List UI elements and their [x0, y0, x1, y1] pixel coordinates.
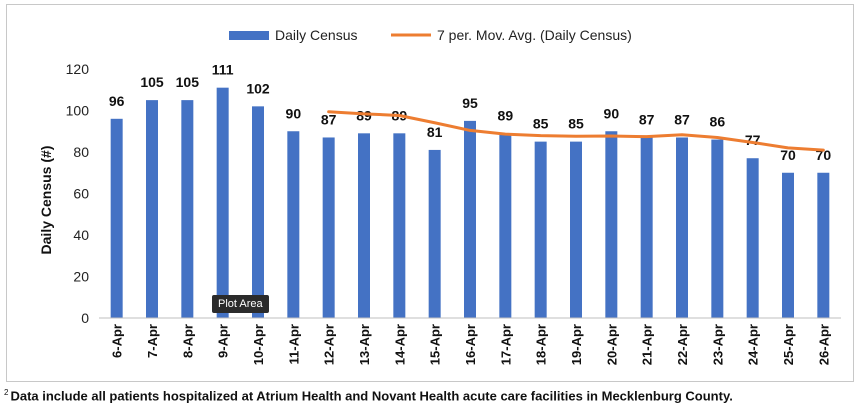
bar-16-Apr[interactable]: [464, 120, 476, 318]
bar-19-Apr[interactable]: [570, 141, 582, 318]
footnote-marker: 2: [4, 388, 9, 397]
moving-average-line[interactable]: [327, 110, 825, 152]
bar-14-Apr[interactable]: [393, 133, 406, 318]
data-label-23-Apr: 86: [710, 114, 726, 130]
x-tick-label-12-Apr: 12-Apr: [322, 324, 337, 365]
bar-20-Apr[interactable]: [605, 131, 618, 318]
data-label-25-Apr: 70: [780, 147, 796, 163]
x-tick-label-8-Apr: 8-Apr: [180, 324, 195, 358]
bar-6-Apr[interactable]: [110, 118, 123, 318]
chart-area[interactable]: Daily Census 7 per. Mov. Avg. (Daily Cen…: [6, 4, 854, 382]
y-tick-label: 20: [73, 269, 89, 285]
data-label-20-Apr: 90: [604, 105, 620, 121]
x-axis: 6-Apr 7-Apr 8-Apr 9-Apr 10-Apr 11-Apr 12-Apr 13…: [110, 324, 832, 365]
bar-10-Apr[interactable]: [252, 106, 264, 318]
data-label-10-Apr: 102: [246, 80, 270, 96]
x-tick-label-10-Apr: 10-Apr: [251, 324, 266, 365]
line-series-moving-average: [327, 110, 825, 152]
bar-13-Apr[interactable]: [358, 133, 370, 318]
x-tick-label-9-Apr: 9-Apr: [216, 324, 231, 358]
plot-area-tooltip: Plot Area: [212, 295, 269, 313]
bar-23-Apr[interactable]: [711, 139, 724, 318]
data-label-15-Apr: 81: [427, 124, 443, 140]
bar-22-Apr[interactable]: [676, 137, 688, 318]
data-label-17-Apr: 89: [498, 107, 514, 123]
footnote: 2 Data include all patients hospitalized …: [4, 388, 733, 403]
data-label-9-Apr: 111: [212, 62, 234, 78]
x-tick-label-25-Apr: 25-Apr: [781, 324, 796, 365]
legend-label-daily-census: Daily Census: [275, 27, 357, 43]
x-tick-label-14-Apr: 14-Apr: [392, 324, 407, 365]
bar-7-Apr[interactable]: [146, 100, 158, 318]
bar-26-Apr[interactable]: [817, 172, 830, 318]
data-label-6-Apr: 96: [109, 93, 125, 109]
x-tick-label-18-Apr: 18-Apr: [534, 324, 549, 365]
footnote-text: Data include all patients hospitalized a…: [10, 388, 733, 404]
x-tick-label-7-Apr: 7-Apr: [145, 324, 160, 358]
bar-11-Apr[interactable]: [287, 131, 300, 318]
x-tick-label-16-Apr: 16-Apr: [463, 324, 478, 365]
data-label-11-Apr: 90: [286, 105, 302, 121]
bar-9-Apr[interactable]: [216, 87, 229, 318]
y-tick-label: 40: [73, 227, 89, 243]
x-tick-label-11-Apr: 11-Apr: [286, 324, 301, 364]
bar-25-Apr[interactable]: [782, 172, 794, 318]
data-label-21-Apr: 87: [639, 111, 655, 127]
y-axis: 0 20 40 60 80 100 120: [66, 61, 90, 326]
x-tick-label-20-Apr: 20-Apr: [604, 324, 619, 365]
x-tick-label-24-Apr: 24-Apr: [746, 324, 761, 365]
y-tick-label: 60: [73, 186, 89, 202]
y-tick-label: 100: [66, 103, 90, 119]
x-tick-label-6-Apr: 6-Apr: [110, 324, 125, 358]
x-tick-label-21-Apr: 21-Apr: [640, 324, 655, 365]
bar-17-Apr[interactable]: [499, 133, 512, 318]
x-tick-label-17-Apr: 17-Apr: [498, 324, 513, 365]
x-tick-label-15-Apr: 15-Apr: [428, 324, 443, 365]
data-label-16-Apr: 95: [462, 95, 478, 111]
legend-label-moving-average: 7 per. Mov. Avg. (Daily Census): [437, 27, 632, 43]
y-tick-label: 120: [66, 61, 90, 77]
legend-swatch-daily-census: [229, 31, 269, 40]
data-label-22-Apr: 87: [674, 111, 690, 127]
x-tick-label-26-Apr: 26-Apr: [816, 324, 831, 365]
x-tick-label-22-Apr: 22-Apr: [675, 324, 690, 365]
bar-12-Apr[interactable]: [322, 137, 335, 318]
chart-svg: Daily Census 7 per. Mov. Avg. (Daily Cen…: [38, 27, 841, 365]
y-axis-title: Daily Census (#): [38, 146, 54, 255]
y-tick-label: 0: [81, 310, 89, 326]
data-label-7-Apr: 105: [140, 74, 164, 90]
y-tick-label: 80: [73, 144, 89, 160]
bar-15-Apr[interactable]: [428, 149, 441, 318]
bar-21-Apr[interactable]: [640, 137, 653, 318]
bar-18-Apr[interactable]: [534, 141, 547, 318]
bar-series-daily-census: [110, 87, 830, 318]
data-label-12-Apr: 87: [321, 111, 337, 127]
bar-24-Apr[interactable]: [746, 158, 759, 318]
data-label-19-Apr: 85: [568, 116, 584, 132]
x-tick-label-13-Apr: 13-Apr: [357, 324, 372, 365]
x-tick-label-23-Apr: 23-Apr: [710, 324, 725, 365]
legend: Daily Census 7 per. Mov. Avg. (Daily Cen…: [229, 27, 632, 43]
bar-8-Apr[interactable]: [181, 100, 194, 318]
data-label-18-Apr: 85: [533, 116, 549, 132]
data-label-8-Apr: 105: [176, 74, 200, 90]
x-tick-label-19-Apr: 19-Apr: [569, 324, 584, 365]
